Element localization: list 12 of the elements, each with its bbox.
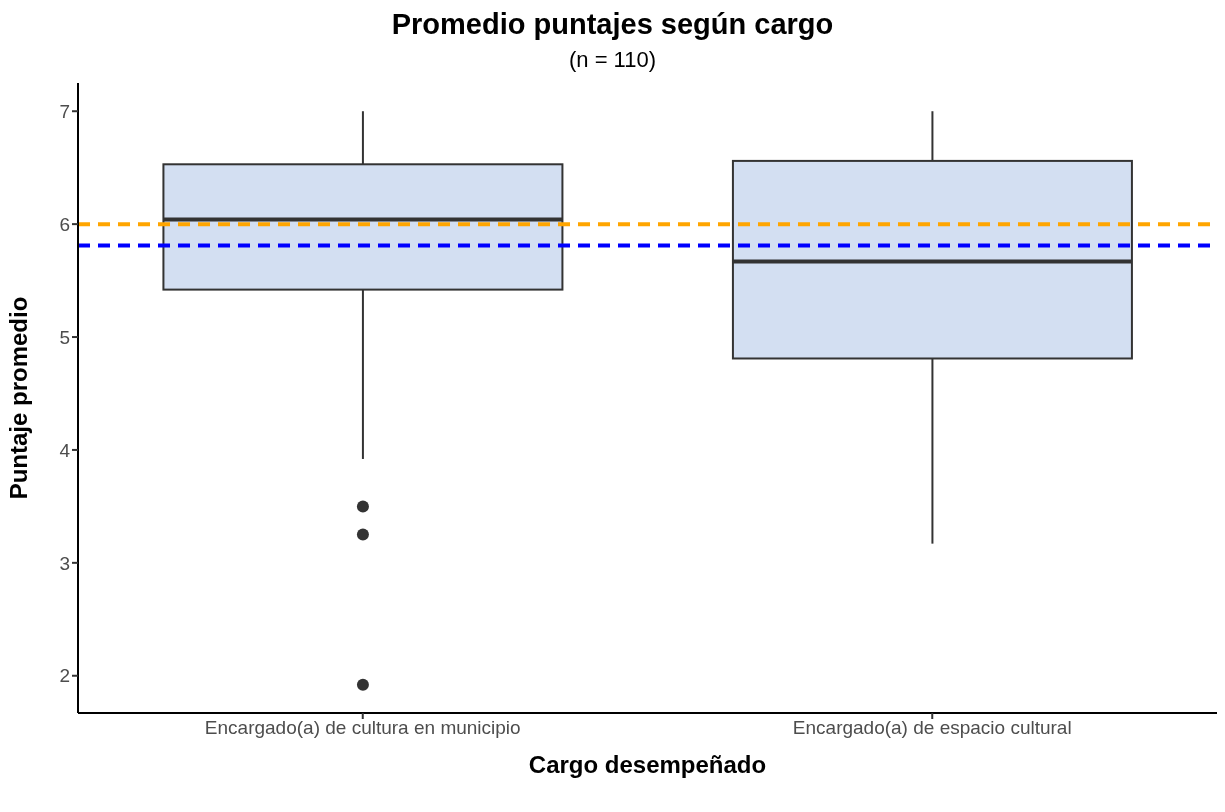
chart-title: Promedio puntajes según cargo	[390, 8, 835, 41]
y-tick-label: 3	[59, 552, 70, 574]
y-tick-label: 7	[59, 100, 70, 122]
y-tick-label: 6	[59, 213, 70, 235]
y-tick-label: 4	[59, 439, 71, 461]
y-axis-title: Puntaje promedio	[4, 296, 32, 500]
y-tick-label: 2	[59, 665, 70, 687]
x-tick-label: Encargado(a) de cultura en municipio	[204, 717, 521, 739]
x-axis-title: Cargo desempeñado	[528, 751, 767, 778]
chart-subtitle: (n = 110)	[567, 47, 657, 73]
y-tick-label: 5	[59, 326, 70, 348]
x-tick-label: Encargado(a) de espacio cultural	[792, 717, 1072, 739]
